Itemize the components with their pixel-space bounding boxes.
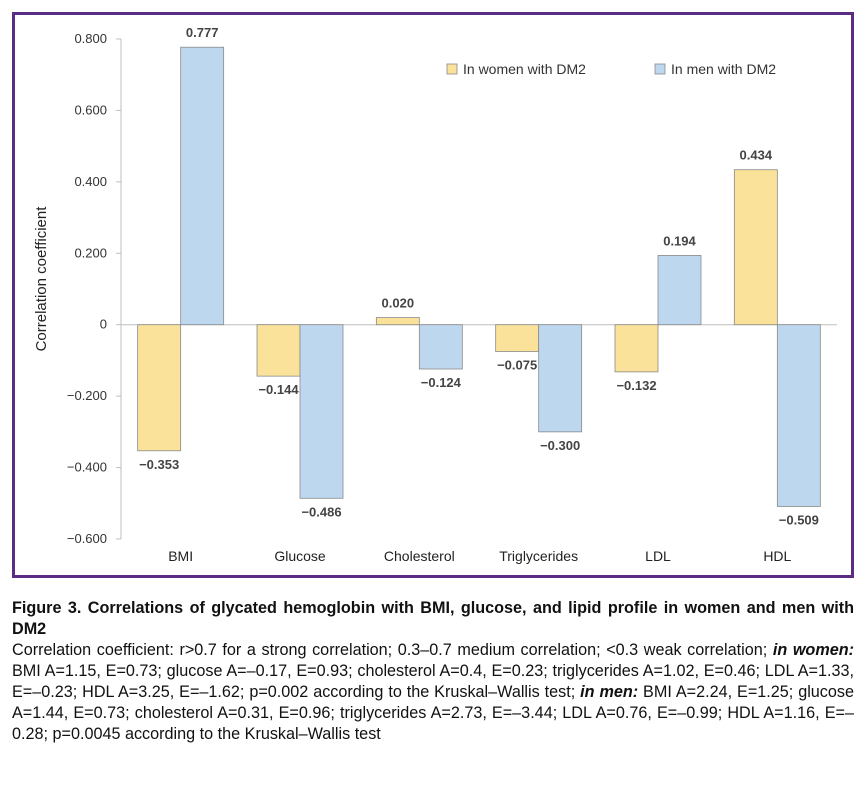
- bar-women-hdl: [733, 169, 778, 326]
- data-label-men-glucose: −0.486: [301, 504, 341, 519]
- y-tick-label: 0.200: [74, 245, 107, 260]
- bar-women-cholesterol: [375, 317, 420, 326]
- data-label-women-bmi: −0.353: [139, 457, 179, 472]
- legend-swatch-men: [654, 63, 666, 75]
- bar-men-triglycerides: [538, 324, 583, 433]
- bar-women-ldl: [614, 324, 659, 373]
- caption-men-label: in men:: [580, 683, 639, 701]
- data-label-men-hdl: −0.509: [779, 513, 819, 528]
- y-tick-label: −0.400: [67, 460, 107, 475]
- chart-frame: 0.800 0.600 0.400 0.200 0 −0.200 −0.400 −0.600 C…: [12, 12, 854, 578]
- x-category-label: Cholesterol: [384, 548, 455, 564]
- caption-women-label: in women:: [772, 641, 854, 659]
- legend-label-women: In women with DM2: [463, 61, 586, 77]
- figure-title: Figure 3. Correlations of glycated hemog…: [12, 599, 854, 638]
- data-label-men-triglycerides: −0.300: [540, 438, 580, 453]
- data-label-women-triglycerides: −0.075: [497, 358, 537, 373]
- bar-women-triglycerides: [495, 324, 540, 352]
- y-tick-label: 0: [100, 317, 107, 332]
- bar-men-glucose: [299, 324, 344, 499]
- caption-text-intro: Correlation coefficient: r>0.7 for a str…: [12, 641, 773, 659]
- x-category-label: Glucose: [274, 548, 326, 564]
- bar-men-bmi: [180, 46, 225, 326]
- bar-men-hdl: [776, 324, 821, 507]
- y-tick-label: −0.600: [67, 531, 107, 546]
- figure-caption: Figure 3. Correlations of glycated hemog…: [12, 598, 854, 745]
- data-label-women-glucose: −0.144: [258, 382, 299, 397]
- bar-women-bmi: [137, 324, 182, 452]
- bar-men-cholesterol: [418, 324, 463, 370]
- caption-text-women: BMI A=1.15, E=0.73; glucose A=–0.17, E=0…: [12, 662, 854, 701]
- data-label-women-ldl: −0.132: [616, 378, 656, 393]
- y-axis-title: Correlation coefficient: [33, 206, 50, 352]
- data-label-women-cholesterol: 0.020: [382, 296, 415, 311]
- bar-women-glucose: [256, 324, 301, 377]
- x-category-label: BMI: [168, 548, 193, 564]
- legend-swatch-women: [446, 63, 458, 75]
- data-label-women-hdl: 0.434: [740, 148, 773, 163]
- data-label-men-ldl: 0.194: [663, 233, 696, 248]
- x-category-label: Triglycerides: [499, 548, 578, 564]
- legend-label-men: In men with DM2: [671, 61, 776, 77]
- bar-men-ldl: [657, 255, 702, 326]
- data-label-men-bmi: 0.777: [186, 25, 219, 40]
- caption-text-men: BMI A=2.24, E=1.25; glucose A=1.44, E=0.…: [12, 683, 854, 743]
- y-tick-label: −0.200: [67, 388, 107, 403]
- correlation-bar-chart: 0.800 0.600 0.400 0.200 0 −0.200 −0.400 −0.600 C…: [33, 25, 837, 564]
- y-tick-label: 0.800: [74, 31, 107, 46]
- data-label-men-cholesterol: −0.124: [421, 375, 462, 390]
- x-category-label: LDL: [645, 548, 671, 564]
- x-category-label: HDL: [763, 548, 791, 564]
- y-tick-label: 0.600: [74, 102, 107, 117]
- y-tick-label: 0.400: [74, 174, 107, 189]
